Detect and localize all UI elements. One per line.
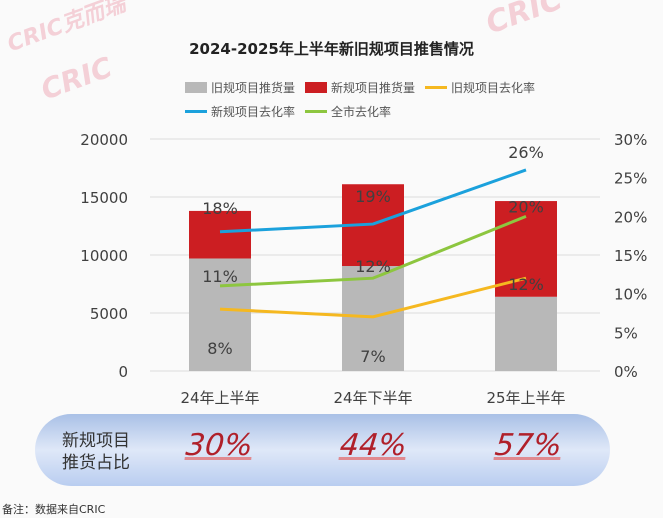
data-label: 7% (360, 347, 385, 366)
legend-item: 新规项目去化率 (185, 103, 295, 120)
bar (189, 258, 251, 371)
x-tick-label: 24年上半年 (180, 389, 259, 407)
y-tick-right: 0% (614, 363, 638, 381)
y-tick-right: 20% (614, 208, 647, 226)
legend-item: 新规项目推货量 (305, 79, 415, 96)
legend: 旧规项目推货量 新规项目推货量 旧规项目去化率 (185, 79, 535, 96)
x-tick-label: 25年上半年 (486, 389, 565, 407)
legend-item: 旧规项目去化率 (425, 79, 535, 96)
data-label: 19% (355, 187, 391, 206)
series-line (219, 276, 527, 319)
legend-swatch (185, 110, 207, 113)
footnote: 备注：数据来自CRIC (2, 503, 106, 516)
data-label: 26% (508, 143, 544, 162)
legend-item: 全市去化率 (305, 103, 391, 120)
legend-item: 旧规项目推货量 (185, 79, 295, 96)
y-tick-right: 25% (614, 170, 647, 188)
legend-label: 新规项目去化率 (211, 105, 296, 119)
y-tick-right: 10% (614, 286, 647, 304)
data-label: 8% (207, 339, 232, 358)
legend-label: 旧规项目去化率 (451, 81, 536, 95)
summary-value: 57% (493, 428, 564, 463)
y-tick-left: 5000 (90, 305, 128, 323)
bar (189, 210, 251, 259)
legend-swatch (305, 110, 328, 113)
series-line (219, 214, 527, 288)
summary-label: 新规项目 推货占比 (62, 430, 142, 474)
summary-label-line: 新规项目 (62, 431, 130, 451)
legend-label: 新规项目推货量 (331, 81, 416, 95)
y-tick-right: 15% (614, 247, 647, 265)
bar (495, 296, 557, 371)
legend-swatch (185, 82, 207, 93)
chart-plot: 0 5000 10000 15000 20000 0% 5% 10% 15% 20% 25% 30% 2… (80, 131, 647, 407)
legend-swatch (305, 82, 328, 93)
y-tick-left: 15000 (80, 189, 128, 207)
summary-banner (35, 414, 610, 486)
bar (342, 266, 404, 371)
chart-title: 2024-2025年上半年新旧规项目推售情况 (189, 40, 474, 58)
summary-value: 30% (184, 428, 255, 463)
summary-label-line: 推货占比 (62, 453, 130, 473)
x-tick-label: 24年下半年 (333, 389, 412, 407)
legend-label: 旧规项目推货量 (211, 81, 296, 95)
y-tick-right: 5% (614, 324, 638, 342)
legend-swatch (425, 86, 448, 89)
data-label: 12% (508, 275, 544, 294)
summary-value: 44% (338, 428, 409, 463)
series-line (219, 168, 527, 234)
y-tick-right: 30% (614, 131, 647, 149)
legend: 新规项目去化率 全市去化率 (185, 103, 391, 120)
y-tick-left: 10000 (80, 247, 128, 265)
data-label: 18% (202, 199, 238, 218)
legend-label: 全市去化率 (331, 105, 392, 119)
y-tick-left: 0 (118, 363, 128, 381)
data-label: 20% (508, 197, 544, 216)
y-tick-left: 20000 (80, 131, 128, 149)
data-label: 11% (202, 267, 238, 286)
data-label: 12% (355, 257, 391, 276)
